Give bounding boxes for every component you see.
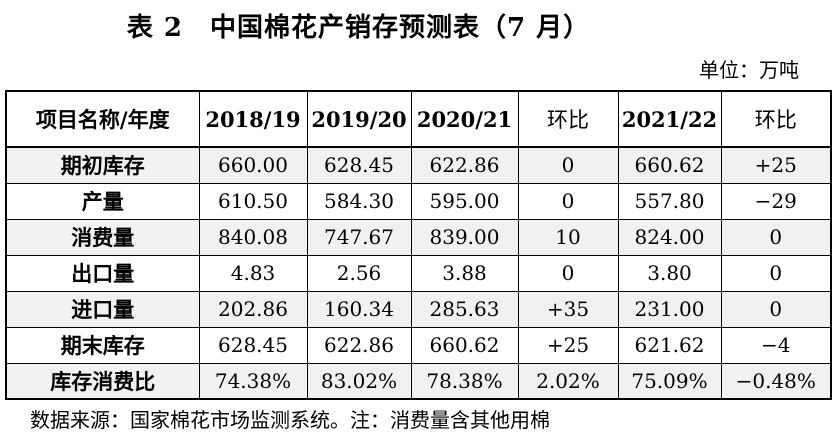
- row-label: 产量: [5, 182, 200, 220]
- column-header-2019-20: 2019/20: [306, 90, 412, 148]
- cell-value: 0: [517, 254, 619, 292]
- row-label: 期初库存: [5, 146, 200, 184]
- row-label: 期末库存: [5, 326, 200, 364]
- cell-value: 628.45: [198, 326, 308, 364]
- header-row: 项目名称/年度 2018/19 2019/20 2020/21 环比 2021/…: [5, 90, 832, 148]
- table-row: 进口量 202.86 160.34 285.63 +35 231.00 0: [5, 290, 832, 328]
- cell-value: −29: [720, 182, 832, 220]
- cell-value: 74.38%: [198, 362, 308, 400]
- cell-value: 840.08: [198, 218, 308, 256]
- column-header-2020-21: 2020/21: [410, 90, 519, 148]
- column-header-2018-19: 2018/19: [198, 90, 308, 148]
- table-title: 表 2 中国棉花产销存预测表（7 月）: [126, 13, 591, 43]
- cell-value: 83.02%: [306, 362, 412, 400]
- cell-value: 78.38%: [410, 362, 519, 400]
- cell-value: 622.86: [306, 326, 412, 364]
- cell-value: 75.09%: [617, 362, 722, 400]
- cell-value: 595.00: [410, 182, 519, 220]
- data-source-note: 数据来源：国家棉花市场监测系统。注：消费量含其他用棉: [30, 408, 550, 432]
- column-header-mom-2: 环比: [720, 90, 832, 148]
- table-body: 期初库存 660.00 628.45 622.86 0 660.62 +25 产量 610.50…: [5, 146, 832, 400]
- row-label: 消费量: [5, 218, 200, 256]
- row-label: 出口量: [5, 254, 200, 292]
- cell-value: 622.86: [410, 146, 519, 184]
- cell-value: 160.34: [306, 290, 412, 328]
- row-label: 进口量: [5, 290, 200, 328]
- cell-value: 4.83: [198, 254, 308, 292]
- cell-value: 0: [720, 218, 832, 256]
- cell-value: −4: [720, 326, 832, 364]
- cell-value: 3.88: [410, 254, 519, 292]
- cell-value: 3.80: [617, 254, 722, 292]
- table-row: 出口量 4.83 2.56 3.88 0 3.80 0: [5, 254, 832, 292]
- cell-value: 0: [517, 182, 619, 220]
- cell-value: 660.00: [198, 146, 308, 184]
- cell-value: −0.48%: [720, 362, 832, 400]
- unit-label: 单位：万吨: [699, 58, 799, 82]
- cell-value: 628.45: [306, 146, 412, 184]
- cell-value: 660.62: [617, 146, 722, 184]
- table-row: 产量 610.50 584.30 595.00 0 557.80 −29: [5, 182, 832, 220]
- column-header-mom-1: 环比: [517, 90, 619, 148]
- cotton-forecast-table: 项目名称/年度 2018/19 2019/20 2020/21 环比 2021/…: [5, 90, 832, 400]
- table-row: 期初库存 660.00 628.45 622.86 0 660.62 +25: [5, 146, 832, 184]
- cell-value: 2.56: [306, 254, 412, 292]
- cell-value: 202.86: [198, 290, 308, 328]
- row-label: 库存消费比: [5, 362, 200, 400]
- column-header-2021-22: 2021/22: [617, 90, 722, 148]
- cell-value: 2.02%: [517, 362, 619, 400]
- cell-value: 0: [720, 290, 832, 328]
- cell-value: 747.67: [306, 218, 412, 256]
- cell-value: 0: [517, 146, 619, 184]
- cell-value: +25: [517, 326, 619, 364]
- cell-value: 660.62: [410, 326, 519, 364]
- cell-value: 557.80: [617, 182, 722, 220]
- column-header-item-name: 项目名称/年度: [5, 90, 200, 148]
- cell-value: 10: [517, 218, 619, 256]
- cell-value: 839.00: [410, 218, 519, 256]
- table-row: 消费量 840.08 747.67 839.00 10 824.00 0: [5, 218, 832, 256]
- cell-value: 0: [720, 254, 832, 292]
- cell-value: 584.30: [306, 182, 412, 220]
- cell-value: +35: [517, 290, 619, 328]
- table-row: 期末库存 628.45 622.86 660.62 +25 621.62 −4: [5, 326, 832, 364]
- cell-value: +25: [720, 146, 832, 184]
- cell-value: 610.50: [198, 182, 308, 220]
- table-row: 库存消费比 74.38% 83.02% 78.38% 2.02% 75.09% −0.48%: [5, 362, 832, 400]
- cell-value: 231.00: [617, 290, 722, 328]
- cell-value: 621.62: [617, 326, 722, 364]
- cell-value: 285.63: [410, 290, 519, 328]
- cell-value: 824.00: [617, 218, 722, 256]
